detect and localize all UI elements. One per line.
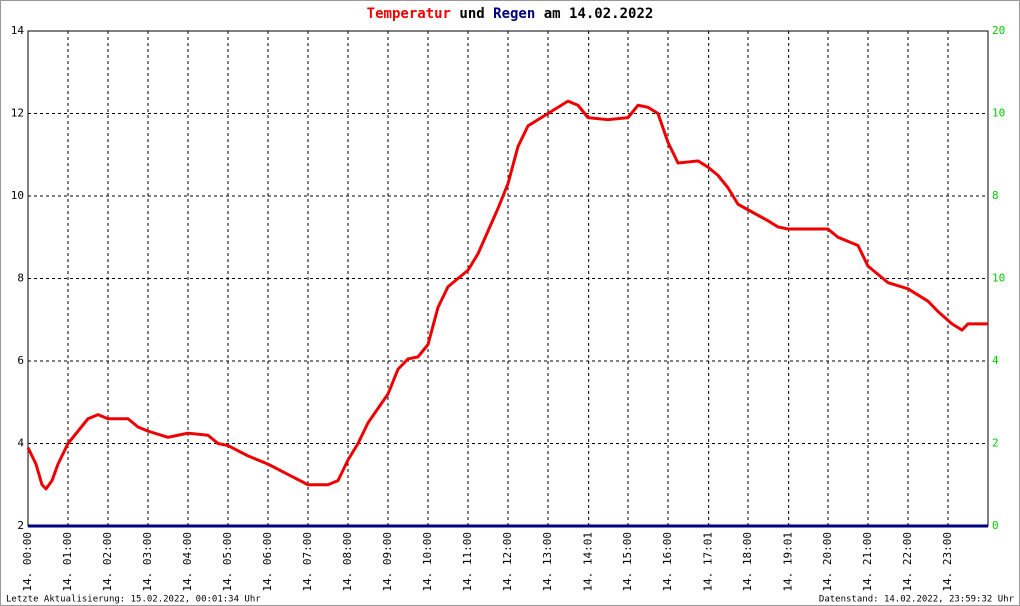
x-tick-label: 14. 02:00	[101, 532, 114, 592]
x-tick-label: 14. 15:00	[621, 532, 634, 592]
x-tick-label: 14. 07:00	[301, 532, 314, 592]
x-tick-label: 14. 03:00	[141, 532, 154, 592]
x-tick-label: 14. 14:01	[582, 532, 595, 592]
y2-tick-label: 20	[992, 24, 1005, 37]
y-tick-label: 4	[17, 437, 24, 450]
y2-tick-label: 0	[992, 519, 999, 532]
title-regen: Regen	[493, 6, 535, 22]
x-tick-label: 14. 12:00	[501, 532, 514, 592]
title-und: und	[459, 6, 484, 22]
x-tick-label: 14. 05:00	[221, 532, 234, 592]
x-tick-label: 14. 04:00	[181, 532, 194, 592]
y2-tick-label: 2	[992, 437, 999, 450]
x-tick-label: 14. 20:00	[821, 532, 834, 592]
x-tick-label: 14. 09:00	[381, 532, 394, 592]
x-tick-label: 14. 00:00	[21, 532, 34, 592]
y-tick-label: 2	[17, 519, 24, 532]
title-date: am 14.02.2022	[544, 6, 654, 22]
footer-right: Datenstand: 14.02.2022, 23:59:32 Uhr	[819, 595, 1015, 605]
series-line	[26, 99, 988, 491]
y-tick-label: 14	[11, 24, 25, 37]
y-tick-label: 6	[17, 354, 24, 367]
x-tick-label: 14. 19:01	[782, 532, 795, 592]
x-tick-label: 14. 21:00	[861, 532, 874, 592]
y-tick-label: 8	[17, 272, 24, 285]
x-tick-label: 14. 10:00	[421, 532, 434, 592]
y2-tick-label: 4	[992, 354, 999, 367]
x-tick-label: 14. 08:00	[341, 532, 354, 592]
footer-left: Letzte Aktualisierung: 15.02.2022, 00:01…	[6, 595, 261, 605]
x-tick-label: 14. 22:00	[901, 532, 914, 592]
y-tick-label: 10	[11, 189, 24, 202]
y-tick-label: 12	[11, 107, 24, 120]
x-tick-label: 14. 06:00	[261, 532, 274, 592]
x-tick-label: 14. 11:00	[461, 532, 474, 592]
x-tick-label: 14. 01:00	[61, 532, 74, 592]
x-tick-label: 14. 18:00	[741, 532, 754, 592]
x-tick-label: 14. 16:00	[661, 532, 674, 592]
y2-tick-label: 10	[992, 272, 1005, 285]
y2-tick-label: 10	[992, 107, 1005, 120]
x-tick-label: 14. 23:00	[941, 532, 954, 592]
x-tick-label: 14. 17:01	[702, 532, 715, 592]
x-tick-label: 14. 13:00	[541, 532, 554, 592]
chart-title: Temperatur und Regen am 14.02.2022	[367, 6, 654, 22]
title-temperatur: Temperatur	[367, 6, 451, 22]
y2-tick-label: 8	[992, 189, 999, 202]
